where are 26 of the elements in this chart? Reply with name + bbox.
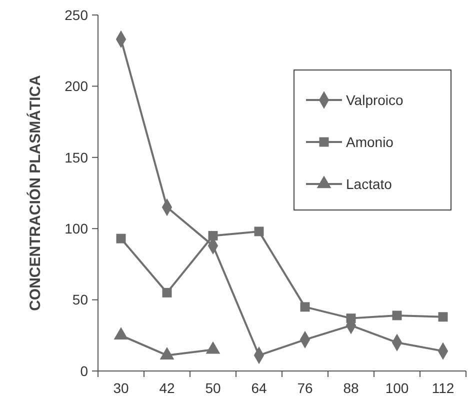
point <box>162 288 172 298</box>
legend-label: Amonio <box>346 134 394 150</box>
point <box>116 234 126 244</box>
legend-label: Lactato <box>346 176 392 192</box>
point <box>208 230 218 240</box>
y-tick-label: 100 <box>64 220 88 236</box>
x-tick-label: 50 <box>205 380 221 396</box>
point <box>346 314 356 324</box>
y-tick-label: 150 <box>64 149 88 166</box>
y-tick-label: 250 <box>64 6 88 23</box>
x-tick-label: 30 <box>113 380 129 396</box>
point <box>300 302 310 312</box>
point <box>438 312 448 322</box>
x-tick-label: 76 <box>297 380 313 396</box>
y-tick-label: 200 <box>64 78 88 94</box>
point <box>392 310 402 320</box>
x-tick-label: 112 <box>432 380 454 396</box>
x-tick-label: 42 <box>159 380 175 396</box>
y-tick-label: 0 <box>80 362 88 379</box>
y-tick-label: 50 <box>72 292 88 308</box>
y-axis-title: CONCENTRACIÓN PLASMÁTICA <box>26 74 44 311</box>
x-tick-label: 64 <box>251 380 267 396</box>
x-tick-label: 88 <box>343 380 359 396</box>
x-tick-label: 100 <box>385 380 409 396</box>
point <box>254 226 264 236</box>
legend-label: Valproico <box>346 92 404 108</box>
